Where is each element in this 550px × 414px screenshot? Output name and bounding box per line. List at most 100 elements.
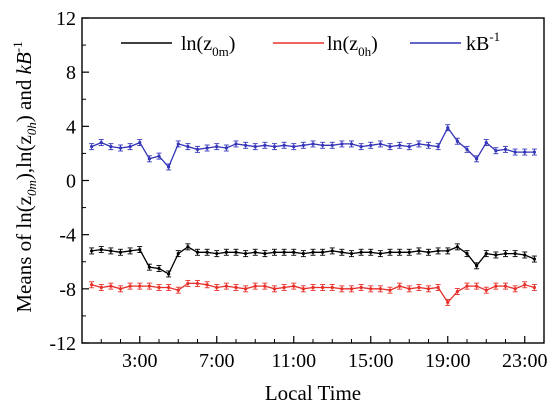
data-point (147, 284, 151, 288)
data-point (436, 285, 440, 290)
data-point (167, 285, 171, 290)
data-point (436, 145, 440, 149)
legend-label-kb: kB-1 (466, 29, 500, 55)
data-point (176, 252, 180, 256)
data-point (475, 157, 479, 161)
data-point (378, 142, 382, 146)
data-point (436, 249, 440, 253)
data-point (292, 250, 296, 254)
data-point (349, 142, 354, 146)
data-point (138, 247, 142, 252)
y-axis-title-sub2: 0h (24, 122, 39, 135)
data-point (301, 287, 305, 291)
data-point (532, 285, 536, 290)
data-point (118, 250, 123, 254)
data-point (523, 253, 527, 257)
data-point (205, 250, 209, 254)
x-tick-label: 23:00 (502, 350, 548, 372)
data-point (349, 252, 354, 256)
data-point (446, 249, 450, 253)
data-point (513, 252, 517, 256)
legend: ln(z0m) ln(z0h) kB-1 (121, 29, 500, 59)
legend-label-z0m: ln(z0m) (181, 33, 235, 59)
data-point (503, 147, 508, 151)
y-axis-title-sup: -1 (10, 41, 25, 52)
data-point (503, 252, 508, 256)
data-point (532, 150, 536, 154)
data-point (147, 157, 151, 161)
data-point (513, 287, 517, 291)
data-point (253, 284, 257, 288)
y-axis-title: Means of ln(z0m),ln(z0h) and kB-1 (10, 41, 39, 312)
data-point (215, 252, 219, 256)
data-point (388, 288, 392, 292)
data-point (157, 154, 161, 158)
data-point (282, 143, 286, 147)
data-point (90, 249, 94, 253)
y-tick-label: -12 (49, 333, 76, 355)
data-point (244, 252, 248, 256)
data-point (494, 284, 498, 288)
data-point (176, 288, 180, 292)
data-point (455, 289, 459, 294)
data-point (157, 285, 161, 290)
data-point (426, 143, 431, 147)
data-point (234, 285, 238, 290)
data-point (475, 284, 479, 288)
data-point (398, 250, 402, 254)
data-point (311, 250, 315, 254)
y-tick-label: 8 (66, 62, 76, 84)
data-point (90, 145, 94, 149)
data-point (138, 284, 142, 288)
data-point (282, 250, 286, 254)
data-point (186, 145, 190, 149)
legend-label-z0h: ln(z0h) (327, 33, 378, 59)
x-tick-label: 11:00 (271, 350, 316, 372)
data-point (398, 143, 402, 147)
data-point (407, 250, 411, 254)
data-point (369, 143, 373, 147)
y-tick-label: -8 (59, 279, 76, 301)
data-point (407, 287, 411, 291)
data-point (465, 147, 469, 151)
data-point (292, 145, 296, 149)
y-tick-label: 12 (56, 8, 76, 30)
data-point (532, 257, 536, 261)
data-point (321, 285, 325, 290)
data-point (359, 145, 363, 149)
data-point (195, 281, 200, 286)
y-tick-label: 0 (66, 171, 76, 193)
data-point (340, 287, 344, 291)
data-point (494, 149, 498, 153)
data-point (321, 143, 325, 147)
data-point (349, 287, 354, 291)
data-point (321, 250, 325, 254)
data-point (282, 285, 286, 290)
x-axis-title: Local Time (265, 381, 361, 405)
x-tick-label: 7:00 (199, 350, 235, 372)
x-tick-label: 3:00 (122, 350, 158, 372)
data-point (195, 147, 200, 151)
data-point (494, 253, 498, 257)
data-point (118, 287, 123, 291)
data-point (253, 145, 257, 149)
data-point (484, 288, 488, 292)
data-point (157, 266, 161, 271)
data-point (330, 143, 334, 147)
data-point (475, 264, 479, 268)
data-point (118, 146, 123, 150)
data-point (398, 284, 402, 288)
y-axis-title-italic: kB (12, 52, 36, 74)
data-point (186, 245, 190, 249)
y-tick-label: -4 (59, 225, 76, 247)
data-point (205, 283, 209, 287)
y-axis-title-mid: ),ln(z (12, 135, 36, 180)
y-axis-title-end: ) and (12, 74, 36, 122)
y-axis-title-prefix: Means of ln(z (12, 196, 36, 313)
data-point (215, 145, 219, 149)
data-point (513, 150, 517, 154)
data-point (465, 284, 469, 288)
data-point (244, 287, 248, 291)
plot-frame (81, 17, 545, 344)
data-point (465, 252, 469, 256)
